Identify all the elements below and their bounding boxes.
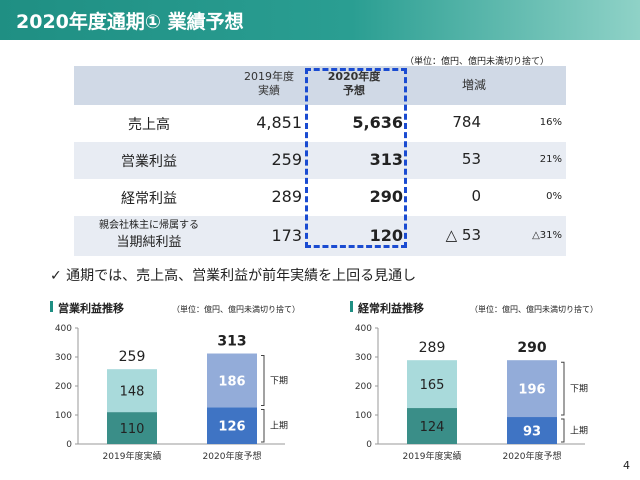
row-label: 営業利益 (121, 154, 177, 170)
bar-total-label: 259 (119, 349, 146, 365)
summary-note: ✓ 通期では、売上高、営業利益が前年実績を上回る見通し (50, 268, 417, 284)
bracket-second-half (261, 355, 265, 406)
row-forecast-value: 120 (369, 226, 403, 245)
bar-value-label: 126 (218, 420, 245, 435)
table-row: 営業利益 259 313 53 21% (74, 142, 566, 179)
page-number: 4 (623, 459, 630, 472)
row-pct-value: 0% (546, 191, 562, 202)
forecast-highlight-box (305, 68, 407, 248)
chart-unit-ordinary: （単位：億円、億円未満切り捨て） (470, 305, 598, 314)
chart-operating-profit: 0 100 200 300 400 110 148 259 2019年度実績 126 186 313 2… (50, 318, 295, 468)
col-header-change: 増減 (461, 78, 486, 92)
table-row: 売上高 4,851 5,636 784 16% (74, 105, 566, 142)
bar-second-half (407, 360, 457, 409)
bracket-first-half (561, 418, 565, 443)
row-forecast-value: 5,636 (352, 113, 403, 132)
col-header-prev: 2019年度 実績 (224, 70, 314, 98)
table-unit-note: （単位：億円、億円未満切り捨て） (405, 57, 550, 67)
x-category-label: 2019年度実績 (103, 450, 162, 462)
row-forecast-value: 313 (369, 150, 403, 169)
page-title: 2020年度通期① 業績予想 (16, 11, 244, 33)
chart-operating-svg: 0 100 200 300 400 110 148 259 2019年度実績 126 186 313 2… (55, 324, 288, 462)
bar-value-label: 93 (523, 425, 541, 440)
y-tick-label: 200 (355, 382, 372, 392)
legend-label-first-half: 上期 (270, 421, 288, 432)
row-diff-value: 0 (471, 187, 481, 205)
col-header-forecast-line1: 2020年度 (327, 70, 381, 83)
chart-ordinary-profit: 0 100 200 300 400 124 165 289 2019年度実績 93 196 290 20… (350, 318, 595, 468)
row-pct-value: △31% (532, 230, 562, 241)
row-prev-value: 259 (271, 150, 302, 169)
y-tick-label: 400 (55, 324, 72, 334)
row-label: 当期純利益 (116, 235, 182, 250)
y-tick-label: 300 (55, 353, 72, 363)
row-pct-value: 21% (539, 154, 562, 165)
chart-title-marker (350, 301, 353, 312)
bar-first-half (407, 408, 457, 444)
bar-first-half (207, 407, 257, 444)
y-tick-label: 200 (55, 382, 72, 392)
bar-total-label: 313 (217, 334, 246, 350)
row-label: 売上高 (128, 117, 170, 133)
y-tick-label: 100 (355, 411, 372, 421)
y-tick-label: 100 (55, 411, 72, 421)
row-diff-value: 784 (452, 113, 481, 131)
table-row: 経常利益 289 290 0 0% (74, 179, 566, 216)
bar-first-half (107, 412, 157, 444)
chart-title-marker (50, 301, 53, 312)
title-banner: 2020年度通期① 業績予想 (0, 0, 640, 40)
row-forecast-value: 290 (369, 187, 403, 206)
bar-value-label: 196 (518, 383, 545, 398)
row-prev-value: 289 (271, 187, 302, 206)
row-prev-value: 173 (271, 226, 302, 245)
bracket-second-half (561, 361, 565, 416)
bar-value-label: 124 (420, 420, 445, 435)
bar-total-label: 289 (419, 340, 446, 356)
legend-label-first-half: 上期 (570, 426, 588, 437)
col-header-forecast-line2: 予想 (343, 84, 365, 97)
row-diff-value: 53 (461, 150, 481, 168)
table-row: 親会社株主に帰属する 当期純利益 173 120 △ 53 △31% (74, 216, 566, 256)
x-category-label: 2020年度予想 (203, 450, 262, 462)
chart-unit-operating: （単位：億円、億円未満切り捨て） (172, 305, 300, 314)
bar-second-half (207, 353, 257, 408)
chart-title-operating: 営業利益推移 (58, 302, 124, 315)
y-tick-label: 300 (355, 353, 372, 363)
row-label-small: 親会社株主に帰属する (99, 220, 199, 231)
legend-label-second-half: 下期 (270, 375, 288, 386)
col-header-forecast: 2020年度 予想 (314, 70, 394, 98)
row-pct-value: 16% (539, 117, 562, 128)
bar-second-half (107, 369, 157, 413)
chart-title-ordinary: 経常利益推移 (358, 302, 424, 315)
col-header-prev-line2: 実績 (258, 84, 280, 97)
x-category-label: 2020年度予想 (503, 450, 562, 462)
legend-label-second-half: 下期 (570, 384, 588, 395)
bar-value-label: 186 (218, 374, 245, 389)
bar-value-label: 148 (120, 385, 145, 400)
x-category-label: 2019年度実績 (403, 450, 462, 462)
bar-value-label: 165 (420, 378, 445, 393)
y-tick-label: 400 (355, 324, 372, 334)
row-label: 経常利益 (121, 191, 177, 207)
bar-second-half (507, 360, 557, 418)
y-tick-label: 0 (66, 440, 72, 450)
bar-first-half (507, 417, 557, 444)
bar-value-label: 110 (120, 422, 145, 437)
row-prev-value: 4,851 (256, 113, 302, 132)
bar-total-label: 290 (517, 340, 546, 356)
table-header-row: 2019年度 実績 2020年度 予想 増減 (74, 66, 566, 105)
bracket-first-half (261, 408, 265, 443)
y-tick-label: 0 (366, 440, 372, 450)
col-header-prev-line1: 2019年度 (244, 70, 294, 83)
row-diff-value: △ 53 (445, 226, 481, 244)
chart-ordinary-svg: 0 100 200 300 400 124 165 289 2019年度実績 93 196 290 20… (355, 324, 588, 462)
